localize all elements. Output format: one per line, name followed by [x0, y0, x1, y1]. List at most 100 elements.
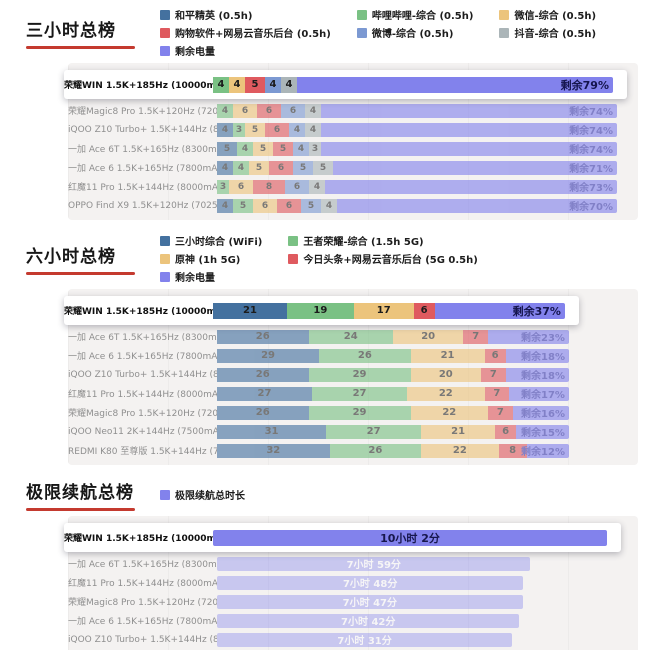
chart-row: 一加 Ace 6T 1.5K+165Hz (8300mAh) 7小时 59分: [68, 554, 632, 573]
chart-row: 荣耀Magic8 Pro 1.5K+120Hz (7200mAh)2629227…: [68, 403, 632, 422]
phone-label: 荣耀Magic8 Pro 1.5K+120Hz (7200mAh): [68, 598, 217, 608]
duration-bar: 7小时 42分: [217, 613, 520, 628]
legend-color-swatch: [160, 27, 170, 38]
bar-segment: 5: [245, 122, 265, 137]
bar-segment: 4: [281, 76, 297, 93]
chart-row: iQOO Z10 Turbo+ 1.5K+144Hz (8000mAh)4356…: [68, 120, 632, 139]
legend-item: 剩余电量: [160, 269, 262, 284]
bar-segment: 21: [213, 302, 287, 319]
remaining-battery-segment: 剩余74%: [321, 141, 617, 156]
duration-bar: 7小时 59分: [217, 556, 531, 571]
bar-segment: 5: [245, 76, 265, 93]
phone-label: 一加 Ace 6T 1.5K+165Hz (8300mAh): [68, 333, 217, 343]
remaining-battery-segment: 剩余73%: [325, 179, 617, 194]
bar-segment: 27: [312, 386, 408, 401]
bar-track: 7小时 48分: [217, 575, 611, 590]
phone-label: 红魔11 Pro 1.5K+144Hz (8000mAh): [68, 390, 217, 400]
legend-color-swatch: [160, 9, 170, 20]
bar-track: 3 6 8 6 4 剩余73%: [217, 179, 617, 194]
bar-segment: 21: [421, 424, 496, 439]
bar-segment: 5: [301, 198, 321, 213]
three-hour-title: 三小时总榜: [26, 21, 116, 41]
legend-item: 王者荣耀-综合 (1.5h 5G): [288, 233, 477, 248]
chart-row: 一加 Ace 6T 1.5K+165Hz (8300mAh) 5 4 5 5 4 3 剩余74…: [68, 139, 632, 158]
remaining-battery-segment: 剩余12%: [521, 443, 569, 458]
phone-label: 红魔11 Pro 1.5K+144Hz (8000mAh): [68, 183, 217, 193]
legend-item: 购物软件+网易云音乐后台 (0.5h): [160, 25, 331, 40]
bar-segment: 4: [265, 76, 281, 93]
phone-label: iQOO Z10 Turbo+ 1.5K+144Hz (8000mAh): [68, 634, 217, 645]
phone-label: OPPO Find X9 1.5K+120Hz (7025mAh): [68, 200, 217, 211]
legend-label: 剩余电量: [175, 273, 215, 284]
bar-segment: 5: [253, 141, 273, 156]
chart-row: 荣耀WIN 1.5K+185Hz (10000mAh)10小时 2分: [64, 523, 621, 552]
bar-segment: 6: [495, 424, 517, 439]
bar-segment: 24: [308, 329, 393, 344]
bar-segment: 27: [326, 424, 422, 439]
chart-row: iQOO Z10 Turbo+ 1.5K+144Hz (8000mAh)2629…: [68, 365, 632, 384]
phone-label: iQOO Z10 Turbo+ 1.5K+144Hz (8000mAh): [68, 369, 217, 380]
duration-bar: 10小时 2分: [213, 529, 607, 546]
remaining-battery-segment: 剩余18%: [505, 367, 569, 382]
chart-row: 红魔11 Pro 1.5K+144Hz (8000mAh) 7小时 48分: [68, 573, 632, 592]
bar-segment: 32: [217, 443, 330, 458]
bar-track: 32 26 22 8 剩余12%: [217, 443, 569, 458]
remaining-battery-segment: 剩余18%: [505, 348, 569, 363]
bar-track: 4 5 6 6 5 4 剩余70%: [217, 198, 617, 213]
bar-segment: 5: [293, 160, 313, 175]
chart-row: iQOO Z10 Turbo+ 1.5K+144Hz (8000mAh)7小时 …: [68, 630, 632, 649]
title-underline: [26, 272, 135, 275]
legend-column: 三小时综合 (WiFi) 原神 (1h 5G) 剩余电量: [160, 233, 262, 284]
endurance-legend: 极限续航总时长: [160, 487, 245, 502]
legend-item: 今日头条+网易云音乐后台 (5G 0.5h): [288, 251, 478, 266]
bar-segment: 3: [309, 141, 321, 156]
legend-color-swatch: [356, 9, 367, 20]
bar-segment: 4: [305, 122, 321, 137]
bar-segment: 20: [410, 367, 481, 382]
endurance-header: 极限续航总榜 极限续航总时长: [0, 471, 650, 513]
chart-row: REDMI K80 至尊版 1.5K+144Hz (7410mAh)322622…: [68, 441, 632, 460]
duration-bar: 7小时 31分: [217, 632, 513, 647]
legend-color-swatch: [160, 489, 170, 500]
bar-segment: 6: [257, 103, 281, 118]
legend-color-swatch: [356, 27, 367, 38]
bar-track: 29 26 21 6 剩余18%: [217, 348, 569, 363]
three-hour-header: 三小时总榜 和平精英 (0.5h) 购物软件+网易云音乐后台 (0.5h) 剩余电量…: [0, 0, 650, 60]
chart-row: OPPO Find X9 1.5K+120Hz (7025mAh)456654剩…: [68, 196, 632, 215]
chart-row: 荣耀Magic8 Pro 1.5K+120Hz (7200mAh)7小时 47分: [68, 592, 632, 611]
legend-label: 哔哩哔哩-综合 (0.5h): [371, 11, 474, 22]
phone-label: 荣耀WIN 1.5K+185Hz (10000mAh): [64, 307, 213, 317]
remaining-battery-segment: 剩余74%: [321, 103, 617, 118]
six-hour-legend: 三小时综合 (WiFi) 原神 (1h 5G) 剩余电量 王者荣耀-综合 (1.5h …: [160, 233, 478, 284]
bar-segment: 4: [233, 160, 249, 175]
legend-color-swatch: [499, 27, 510, 38]
bar-segment: 6: [277, 198, 301, 213]
duration-bar: 7小时 48分: [217, 575, 524, 590]
bar-track: 31 27 21 6 剩余15%: [217, 424, 569, 439]
bar-segment: 29: [308, 405, 411, 420]
chart-row: 一加 Ace 6 1.5K+165Hz (7800mAh) 7小时 42分: [68, 611, 632, 630]
bar-segment: 4: [289, 122, 305, 137]
phone-label: 一加 Ace 6T 1.5K+165Hz (8300mAh): [68, 560, 217, 570]
bar-segment: 4: [217, 160, 233, 175]
chart-row: 荣耀Magic8 Pro 1.5K+120Hz (7200mAh)46664剩余…: [68, 101, 632, 120]
legend-label: 和平精英 (0.5h): [175, 11, 253, 22]
bar-segment: 4: [229, 76, 245, 93]
bar-segment: 6: [253, 198, 277, 213]
six-hour-title: 六小时总榜: [26, 247, 116, 267]
bar-segment: 31: [217, 424, 327, 439]
bar-track: 5 4 5 5 4 3 剩余74%: [217, 141, 617, 156]
bar-track: 26 29 20 7 剩余18%: [217, 367, 569, 382]
legend-item: 微信-综合 (0.5h): [499, 7, 596, 22]
chart-row: 一加 Ace 6 1.5K+165Hz (7800mAh) 29 26 21 6 剩余18…: [68, 346, 632, 365]
chart-row: 红魔11 Pro 1.5K+144Hz (8000mAh) 3 6 8 6 4 剩余73%: [68, 177, 632, 196]
legend-column: 哔哩哔哩-综合 (0.5h) 微博-综合 (0.5h): [356, 7, 474, 40]
three-hour-title-wrap: 三小时总榜: [26, 16, 144, 49]
phone-label: 一加 Ace 6T 1.5K+165Hz (8300mAh): [68, 145, 217, 155]
bar-segment: 29: [308, 367, 411, 382]
chart-row: 一加 Ace 6T 1.5K+165Hz (8300mAh) 26 24 20 7 剩余2…: [68, 327, 632, 346]
bar-segment: 6: [269, 160, 293, 175]
legend-column: 微信-综合 (0.5h) 抖音-综合 (0.5h): [499, 7, 596, 40]
